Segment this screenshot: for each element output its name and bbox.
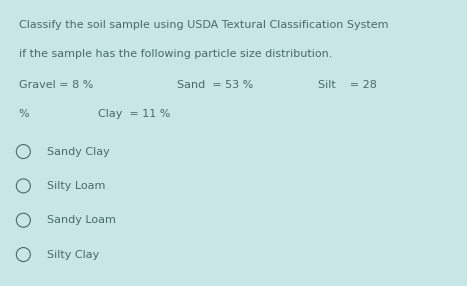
Text: if the sample has the following particle size distribution.: if the sample has the following particle… [19,49,332,59]
Text: Gravel = 8 %: Gravel = 8 % [19,80,93,90]
Text: Sandy Clay: Sandy Clay [47,147,109,156]
Text: Silt    = 28: Silt = 28 [318,80,376,90]
Text: Clay  = 11 %: Clay = 11 % [98,109,170,119]
Text: Silty Loam: Silty Loam [47,181,105,191]
Text: %: % [19,109,29,119]
Text: Classify the soil sample using USDA Textural Classification System: Classify the soil sample using USDA Text… [19,20,388,30]
Text: Sand  = 53 %: Sand = 53 % [177,80,254,90]
Text: Sandy Loam: Sandy Loam [47,215,115,225]
Text: Silty Clay: Silty Clay [47,250,99,259]
